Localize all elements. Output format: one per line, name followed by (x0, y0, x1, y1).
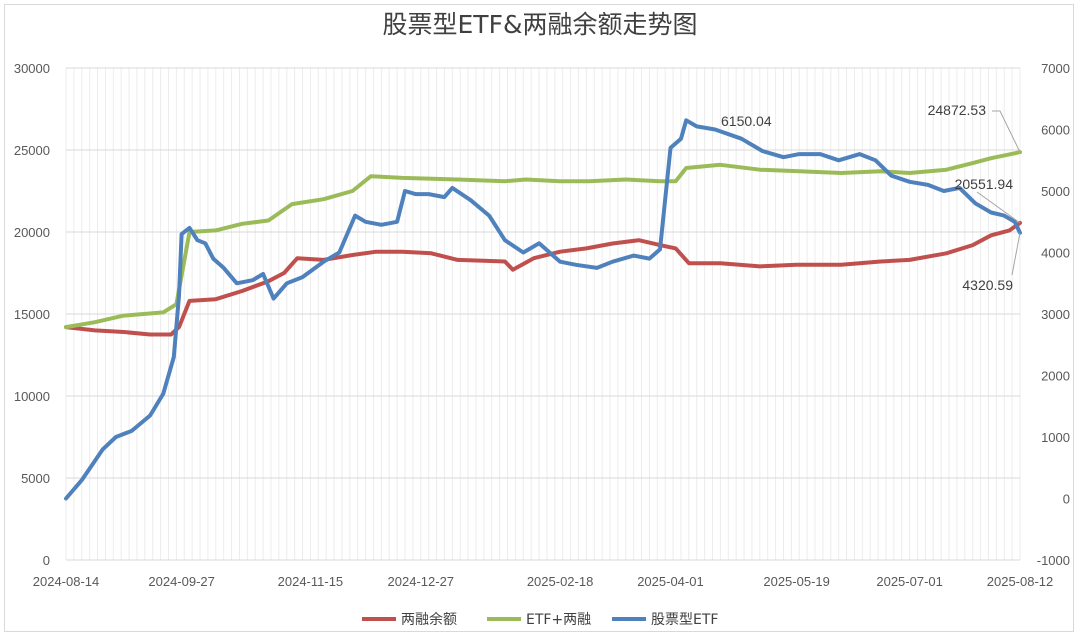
label-etf-plus-margin-last: 24872.53 (928, 102, 987, 118)
leader-line (1011, 232, 1021, 276)
right-tick-label: 0 (1063, 492, 1070, 507)
leader-line (992, 110, 1021, 153)
label-stock-etf-last: 4320.59 (962, 277, 1013, 293)
right-tick-label: 1000 (1041, 430, 1070, 445)
left-tick-label: 10000 (14, 389, 50, 404)
legend-label-stock-etf: 股票型ETF (651, 612, 718, 628)
series-line-1 (64, 150, 1022, 330)
legend-label-etf-plus-margin: ETF+两融 (526, 612, 591, 628)
x-tick-label: 2025-04-01 (637, 574, 704, 589)
x-tick-label: 2025-05-19 (763, 574, 830, 589)
left-tick-label: 30000 (14, 61, 50, 76)
x-tick-label: 2024-11-15 (278, 574, 344, 589)
chart-frame (4, 4, 1074, 632)
right-axis-ticks: -1000 0 1000 2000 3000 4000 5000 6000 7000 (1037, 61, 1070, 568)
label-stock-etf-peak: 6150.04 (721, 113, 772, 129)
right-tick-label: 5000 (1041, 184, 1070, 199)
left-tick-label: 25000 (14, 143, 50, 158)
label-margin-last: 20551.94 (955, 176, 1014, 192)
right-tick-label: 3000 (1041, 307, 1070, 322)
x-tick-label: 2025-02-18 (527, 574, 594, 589)
series-lines (64, 118, 1022, 501)
x-tick-label: 2024-09-27 (148, 574, 215, 589)
left-tick-label: 20000 (14, 225, 50, 240)
chart-title: 股票型ETF&两融余额走势图 (383, 10, 698, 39)
legend: 两融余额 ETF+两融 股票型ETF (362, 611, 718, 628)
right-tick-label: 4000 (1041, 246, 1070, 261)
right-tick-label: -1000 (1037, 553, 1070, 568)
leader-line (976, 191, 1021, 224)
right-tick-label: 6000 (1041, 123, 1070, 138)
left-axis-ticks: 0 5000 10000 15000 20000 25000 30000 (14, 61, 50, 568)
series-line-2 (64, 118, 1022, 501)
x-tick-label: 2025-07-01 (876, 574, 943, 589)
x-tick-label: 2025-08-12 (987, 574, 1054, 589)
left-tick-label: 0 (43, 553, 50, 568)
legend-label-margin: 两融余额 (401, 611, 457, 628)
x-axis-ticks: 2024-08-14 2024-09-27 2024-11-15 2024-12-27… (33, 574, 1054, 589)
x-tick-label: 2024-08-14 (33, 574, 100, 589)
series-line-0 (64, 220, 1022, 337)
data-labels: 6150.04 24872.53 20551.94 4320.59 (721, 102, 1021, 293)
right-tick-label: 7000 (1041, 61, 1070, 76)
right-tick-label: 2000 (1041, 369, 1070, 384)
left-tick-label: 5000 (21, 471, 50, 486)
horizontal-gridlines (66, 67, 1020, 561)
x-tick-label: 2024-12-27 (388, 574, 455, 589)
left-tick-label: 15000 (14, 307, 50, 322)
